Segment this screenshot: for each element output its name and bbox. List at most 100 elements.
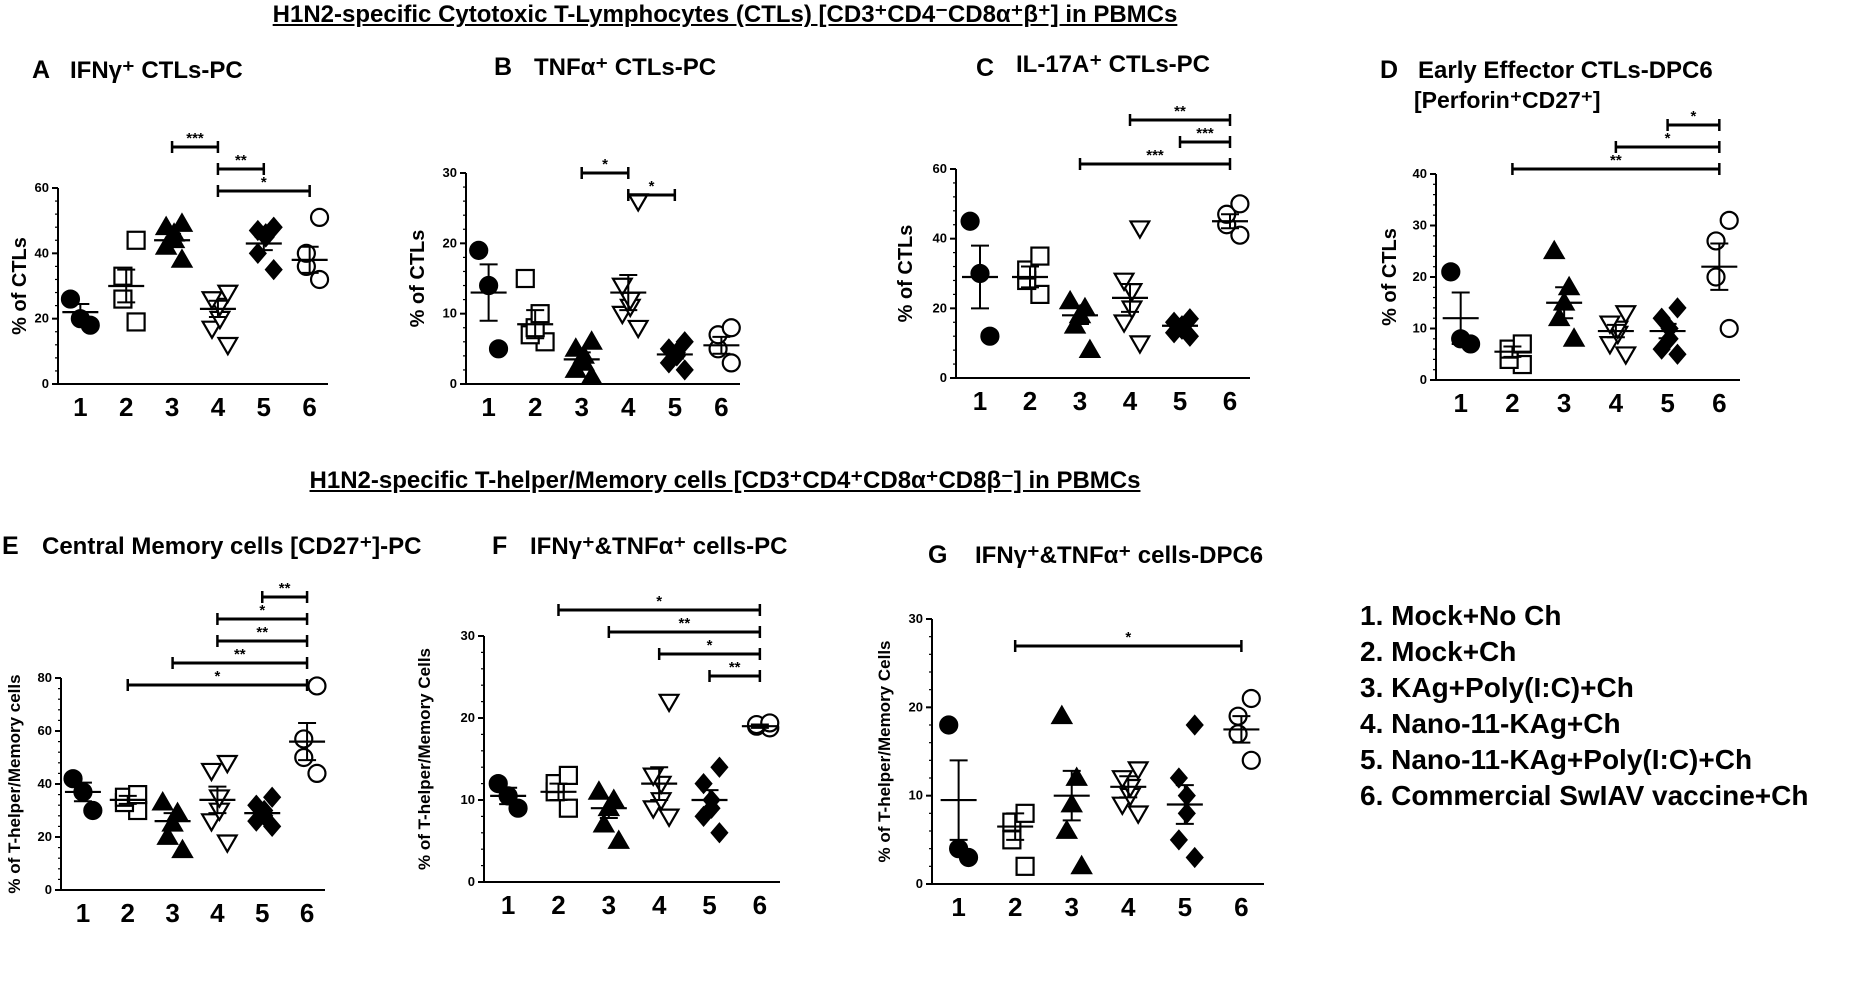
data-point (1562, 327, 1586, 347)
y-tick-label: 20 (909, 699, 923, 714)
group-2 (997, 803, 1035, 876)
group-3 (587, 780, 630, 849)
data-point (587, 780, 611, 800)
data-point (1128, 335, 1152, 355)
data-point (248, 219, 267, 242)
data-point (1706, 267, 1726, 287)
legend-item: 6. Commercial SwIAV vaccine+Ch (1360, 780, 1809, 811)
x-tick-label: 6 (714, 392, 728, 422)
y-axis-label: % of T-helper/Memory cells (5, 674, 24, 893)
y-tick-label: 60 (933, 161, 947, 176)
x-tick-label: 3 (574, 392, 588, 422)
data-point (1706, 231, 1726, 251)
significance-bracket: *** (1178, 125, 1232, 148)
data-point (1055, 819, 1079, 839)
y-tick-label: 20 (933, 300, 947, 315)
x-tick-label: 5 (1173, 386, 1187, 416)
group-6 (1212, 194, 1250, 245)
significance-bracket: *** (170, 130, 220, 153)
y-tick-label: 20 (461, 710, 475, 725)
x-tick-label: 5 (257, 392, 271, 422)
panel-letter: G (928, 541, 947, 569)
data-point (1078, 338, 1102, 359)
data-point (1652, 307, 1671, 329)
group-4 (199, 754, 239, 854)
y-tick-label: 0 (916, 876, 923, 891)
data-point (63, 769, 83, 789)
data-point (1126, 805, 1150, 825)
data-point (558, 798, 578, 818)
group-2 (1012, 246, 1050, 304)
significance-bracket: * (216, 602, 309, 625)
x-tick-label: 1 (951, 892, 965, 922)
group-1 (960, 211, 1000, 346)
group-3 (151, 791, 194, 859)
data-point (1070, 854, 1093, 875)
y-tick-label: 20 (1413, 269, 1427, 284)
chart-panel-e: E Central Memory cells [CD27⁺]-PC 0 20 40 60 8… (2, 532, 421, 928)
data-point (1185, 714, 1204, 736)
y-tick-label: 10 (443, 306, 457, 321)
significance-label: * (656, 593, 662, 610)
significance-bracket: ** (216, 624, 309, 647)
chart-panel-f: F IFNγ⁺&TNFα⁺ cells-PC 0 10 20 30 % of T-helpe… (415, 532, 787, 920)
x-tick-label: 2 (528, 392, 542, 422)
x-tick-label: 1 (481, 392, 495, 422)
group-6 (1223, 688, 1261, 770)
x-tick-label: 2 (1505, 388, 1519, 418)
group-2 (109, 784, 148, 821)
data-point (1542, 239, 1566, 260)
significance-label: * (261, 174, 267, 191)
data-point (1719, 210, 1739, 230)
significance-bracket: *** (1078, 147, 1232, 170)
group-4 (641, 693, 681, 828)
data-point (126, 312, 146, 332)
group-3 (154, 212, 194, 268)
data-point (657, 693, 681, 714)
x-tick-label: 6 (302, 392, 316, 422)
group-1 (63, 769, 103, 821)
x-tick-label: 3 (1557, 388, 1571, 418)
x-tick-label: 1 (1453, 388, 1467, 418)
data-point (949, 839, 969, 859)
legend-item: 4. Nano-11-KAg+Ch (1360, 708, 1621, 739)
significance-bracket: * (1666, 108, 1721, 131)
group-1 (469, 240, 509, 359)
x-tick-label: 5 (1178, 892, 1192, 922)
data-point (113, 289, 133, 309)
data-point (721, 318, 741, 338)
data-point (170, 212, 194, 232)
legend-item: 1. Mock+No Ch (1360, 600, 1562, 631)
data-point (1547, 306, 1571, 327)
significance-label: *** (186, 130, 204, 147)
significance-bracket: ** (260, 580, 309, 603)
data-point (200, 762, 223, 783)
x-tick-label: 4 (210, 898, 225, 928)
data-point (1241, 750, 1261, 770)
x-tick-label: 5 (668, 392, 682, 422)
data-point (1441, 262, 1461, 282)
significance-bracket: * (1013, 629, 1243, 652)
significance-label: * (1665, 130, 1671, 147)
x-tick-label: 1 (73, 392, 87, 422)
panel-title: IFNγ⁺&TNFα⁺ cells-DPC6 (975, 542, 1263, 569)
data-point (216, 336, 240, 357)
chart-panel-c: C IL-17A⁺ CTLs-PC 0 20 40 60 % of CTLs 1 2 3 4 5 6 **… (895, 51, 1250, 416)
y-tick-label: 40 (1413, 166, 1427, 181)
data-point (200, 813, 223, 833)
group-1 (1441, 262, 1481, 354)
group-4 (199, 284, 240, 357)
data-point (980, 326, 1000, 346)
data-point (626, 319, 650, 340)
x-tick-label: 2 (1023, 386, 1037, 416)
y-axis-label: % of T-helper/Memory Cells (415, 648, 434, 870)
group-2 (1494, 334, 1532, 375)
x-tick-label: 2 (551, 890, 565, 920)
data-point (264, 216, 283, 238)
group-3 (1050, 704, 1093, 875)
x-tick-label: 4 (652, 890, 667, 920)
significance-label: ** (234, 646, 246, 663)
y-tick-label: 30 (461, 628, 475, 643)
panel-letter: D (1380, 56, 1398, 84)
